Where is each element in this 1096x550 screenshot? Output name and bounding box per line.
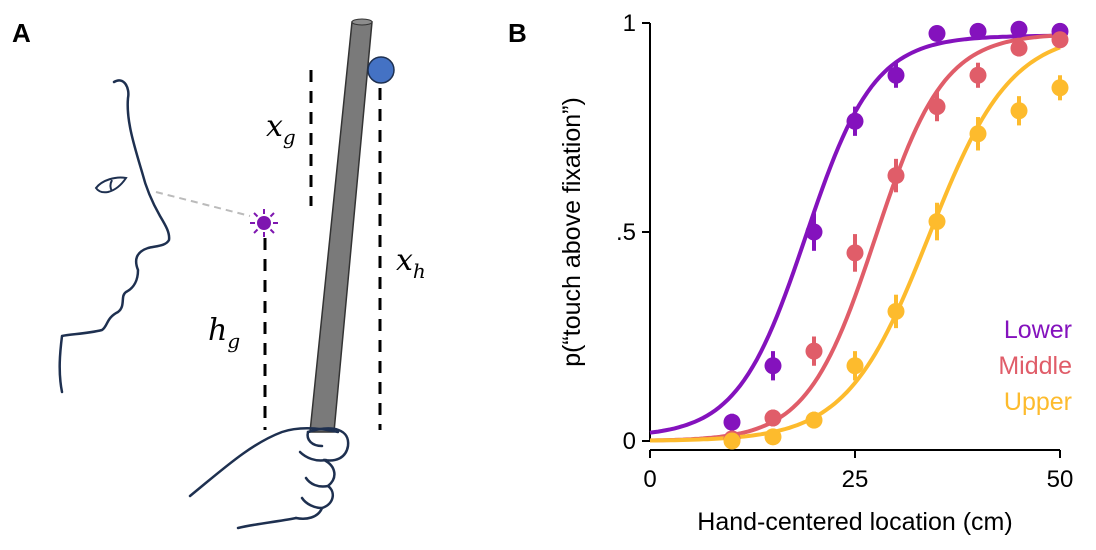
data-point-lower — [1010, 20, 1028, 38]
data-point-lower — [764, 357, 782, 375]
y-tick-label: 1 — [623, 10, 636, 37]
x-axis-title: Hand-centered location (cm) — [697, 508, 1012, 536]
x-tick-label: 50 — [1047, 466, 1074, 493]
data-point-upper — [969, 125, 987, 143]
data-point-middle — [805, 342, 823, 360]
panel-a-letter: A — [12, 18, 31, 48]
data-point-lower — [805, 223, 823, 241]
y-tick-label: 0 — [623, 428, 636, 455]
legend-entry-middle: Middle — [998, 352, 1072, 380]
data-point-upper — [887, 302, 905, 320]
x-tick-label: 25 — [842, 466, 869, 493]
data-point-middle — [969, 66, 987, 84]
legend-entry-upper: Upper — [1004, 388, 1072, 416]
data-point-middle — [928, 98, 946, 116]
data-point-lower — [846, 112, 864, 130]
data-point-middle — [887, 167, 905, 185]
data-point-upper — [723, 432, 741, 450]
pointing-stick — [309, 18, 373, 433]
data-point-upper — [805, 411, 823, 429]
data-point-lower — [887, 66, 905, 84]
data-point-middle — [1051, 31, 1069, 49]
axes: 0 .5 1 0 25 50 Hand-centered location (cm) p(“t… — [558, 10, 1073, 536]
data-point-middle — [1010, 39, 1028, 57]
data-point-lower — [723, 413, 741, 431]
legend: Lower Middle Upper — [998, 316, 1072, 416]
y-tick-label: .5 — [616, 219, 636, 246]
target-ball — [367, 56, 395, 84]
label-xg: xg — [266, 109, 296, 149]
panel-b-letter: B — [508, 18, 527, 48]
data-point-lower — [928, 24, 946, 42]
data-point-upper — [928, 213, 946, 231]
fit-curve-upper — [650, 45, 1061, 443]
data-points — [723, 20, 1069, 450]
data-point-upper — [846, 357, 864, 375]
label-xh: xh — [396, 243, 426, 283]
panel-a: A — [12, 18, 426, 530]
panel-b: B 0 .5 1 0 25 50 Hand-centered location (cm) p(… — [508, 10, 1073, 536]
eye-icon — [94, 176, 128, 194]
hand-outline — [188, 427, 350, 530]
legend-entry-lower: Lower — [1004, 316, 1072, 344]
label-hg: hg — [208, 313, 240, 353]
data-point-upper — [764, 428, 782, 446]
data-point-middle — [764, 409, 782, 427]
face-profile-outline — [58, 79, 171, 394]
data-point-lower — [969, 22, 987, 40]
gaze-line — [155, 191, 251, 217]
data-point-upper — [1051, 79, 1069, 97]
data-point-upper — [1010, 102, 1028, 120]
data-point-middle — [846, 244, 864, 262]
fixation-star-icon — [250, 209, 278, 237]
x-tick-label: 0 — [643, 466, 656, 493]
y-axis-title: p(“touch above fixation”) — [558, 97, 586, 367]
